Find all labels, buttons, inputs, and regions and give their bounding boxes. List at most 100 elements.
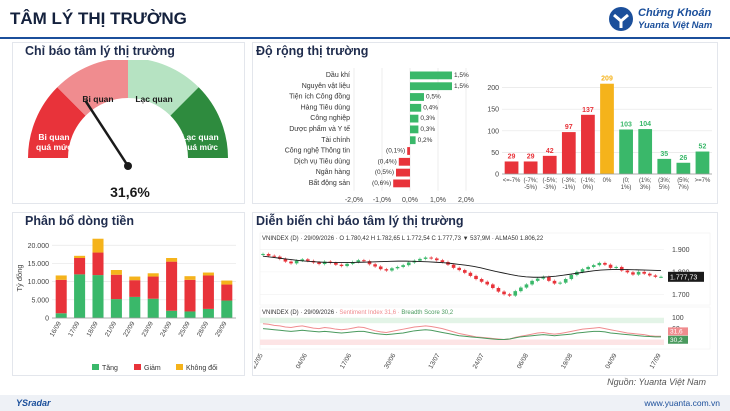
breadth-last-value: 30,2: [670, 337, 683, 344]
flow-bar-segment: [92, 275, 104, 318]
price-candle: [322, 261, 327, 265]
price-candle: [491, 284, 495, 289]
sector-bar: [407, 147, 410, 155]
flow-bar-segment: [147, 298, 159, 318]
dist-bar: [657, 158, 672, 174]
price-candle: [530, 280, 534, 285]
sector-bar: [410, 82, 452, 91]
flow-legend-swatch: [134, 364, 141, 370]
price-candle: [395, 266, 400, 269]
flow-bar-segment: [110, 270, 122, 275]
flow-bar-segment: [184, 279, 196, 312]
gauge-label-very-pessimistic: Bi quan quá mức: [36, 132, 72, 152]
flow-legend-label: Không đổi: [186, 364, 218, 372]
sector-x-tick: 0,0%: [402, 197, 418, 204]
flow-bar-segment: [202, 272, 214, 276]
flow-y-tick: 10.000: [28, 279, 50, 286]
flow-bar-segment: [55, 275, 67, 280]
flow-x-tick: 25/09: [178, 320, 192, 338]
price-candle: [647, 273, 652, 276]
price-candle: [479, 279, 484, 282]
trend-x-tick: 13/07: [427, 352, 441, 370]
sector-value-label: 1,5%: [454, 72, 469, 79]
flow-y-tick: 20.000: [28, 243, 50, 250]
sector-value-label: (0,4%): [378, 158, 397, 165]
price-candle: [429, 257, 433, 259]
flow-bar-segment: [147, 276, 159, 299]
dist-x-tick: (-7%; -5%): [523, 178, 538, 191]
sector-change-chart: -2,0% -1,0% 0,0% 1,0% 2,0% Dầu khí 1,5% Nguyên …: [285, 68, 474, 204]
price-candle: [266, 253, 271, 256]
price-candle: [563, 279, 568, 283]
price-candle: [642, 271, 646, 274]
dist-value-label: 29: [508, 153, 516, 160]
sector-label: Công nghiệp: [310, 115, 350, 122]
dist-y-tick: 200: [487, 85, 499, 92]
price-candle: [653, 275, 658, 277]
price-candle: [423, 257, 428, 259]
flow-x-tick: 28/09: [196, 320, 210, 338]
footer-website: www.yuanta.com.vn: [644, 398, 720, 408]
dist-value-label: 35: [660, 151, 668, 158]
flow-x-tick: 17/09: [67, 320, 81, 338]
sector-value-label: 0,3%: [420, 115, 435, 122]
trend-x-tick: 06/08: [516, 352, 530, 370]
price-change-distribution-chart: 0 50 100 150 200 29 <=-7% 29 (-7%; -5%) 42 (-5%; -3%…: [487, 76, 712, 191]
price-candle: [586, 266, 590, 270]
price-candle: [474, 275, 478, 280]
price-candle: [608, 264, 613, 268]
dist-x-tick: (-5%; -3%): [543, 178, 558, 191]
gauge-zone-very-optimistic: [170, 87, 228, 158]
price-candle: [502, 291, 506, 295]
price-candle: [625, 270, 630, 273]
sector-x-tick: 1,0%: [430, 197, 446, 204]
gauge-value: 31,6%: [110, 184, 150, 200]
price-candle: [384, 269, 389, 271]
trend-x-tick: 17/09: [649, 352, 663, 370]
footer-bar: YSradar www.yuanta.com.vn: [0, 395, 730, 411]
flow-bar-segment: [74, 258, 86, 275]
price-ma-line: [262, 255, 662, 278]
sector-bar: [398, 157, 410, 166]
price-candle: [463, 270, 467, 273]
dist-bar: [581, 114, 595, 174]
dist-bar: [561, 132, 576, 174]
dist-bar: [638, 129, 653, 174]
indicator-header: VNINDEX (D) · 29/09/2026 · Sentiment Ind…: [262, 310, 454, 316]
price-candle: [507, 294, 512, 296]
price-last-value: 1.777,73: [670, 274, 697, 281]
gauge-needle-hub: [124, 162, 132, 170]
money-flow-title: Phân bổ dòng tiền: [25, 214, 135, 228]
sector-bar: [410, 93, 424, 101]
sector-label: Dầu khí: [326, 70, 350, 79]
dist-y-tick: 50: [491, 150, 499, 157]
trend-x-tick: 24/07: [472, 352, 486, 370]
flow-bar-segment: [147, 273, 159, 277]
price-candle: [468, 272, 473, 276]
price-candle: [496, 288, 501, 292]
dist-bar: [676, 162, 691, 174]
dist-value-label: 137: [582, 107, 594, 114]
breadth-last-tag: [668, 335, 688, 344]
sector-bar: [393, 179, 410, 188]
dist-value-label: 42: [546, 148, 554, 155]
flow-legend-swatch: [92, 364, 99, 370]
flow-x-tick: 24/09: [159, 320, 173, 338]
flow-legend-label: Tăng: [102, 365, 118, 372]
price-candle: [451, 264, 456, 268]
dist-x-tick: (5%; 7%): [677, 178, 690, 191]
sector-value-label: 0,5%: [426, 94, 441, 101]
price-candle: [300, 259, 305, 261]
price-candle: [535, 278, 540, 281]
sentiment-line: [262, 323, 661, 341]
price-candle: [272, 255, 277, 257]
sector-bar: [410, 103, 422, 112]
dist-x-tick: (0; 1%): [621, 178, 632, 191]
sector-value-label: (0,1%): [386, 148, 405, 155]
price-candle: [334, 262, 338, 265]
sector-label: Tiện ích Công đồng: [289, 92, 350, 101]
flow-x-tick: 23/09: [141, 320, 155, 338]
header-bar: TÂM LÝ THỊ TRƯỜNG Chứng Khoán Yuanta Việ…: [0, 0, 730, 38]
flow-bar-segment: [55, 279, 67, 314]
dist-y-tick: 0: [495, 172, 499, 179]
